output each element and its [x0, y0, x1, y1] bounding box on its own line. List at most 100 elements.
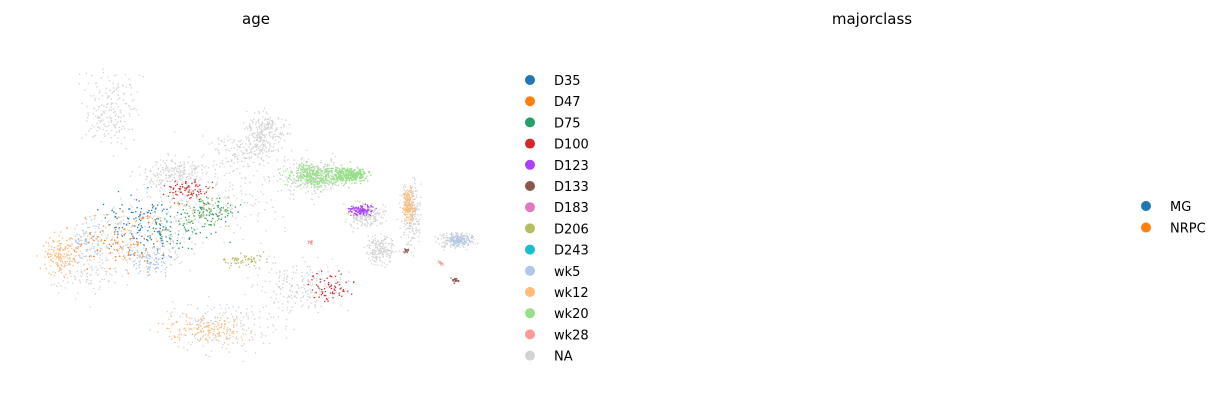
- point-d47-17: [161, 229, 164, 231]
- point-na-1104: [171, 311, 173, 313]
- point-na-1637: [181, 199, 184, 202]
- point-wk12-286: [208, 322, 210, 324]
- point-d75-110: [164, 218, 166, 220]
- point-wk5-101: [163, 262, 166, 265]
- point-d75-90: [192, 222, 194, 224]
- point-wk12-142: [60, 254, 62, 256]
- point-na-1310: [401, 195, 403, 197]
- point-na-2211: [179, 173, 181, 176]
- point-d35-65: [146, 238, 148, 241]
- point-wk12-398: [64, 256, 66, 258]
- point-d35-91: [111, 209, 113, 212]
- point-d35-106: [133, 218, 135, 220]
- point-wk12-205: [207, 324, 210, 327]
- point-na-2106: [236, 336, 238, 338]
- point-d206-63: [178, 204, 180, 206]
- point-na-776: [286, 309, 288, 311]
- point-d100-94: [191, 192, 193, 194]
- point-na-984: [212, 339, 214, 341]
- point-d35-38: [121, 235, 123, 237]
- point-na-1953: [233, 140, 235, 143]
- point-na-692: [316, 279, 318, 282]
- point-d75-71: [210, 224, 213, 226]
- point-na-1716: [317, 173, 319, 175]
- point-na-642: [339, 283, 342, 285]
- point-d47-66: [89, 233, 91, 235]
- point-d123-84: [355, 209, 357, 211]
- point-na-2152: [250, 127, 253, 129]
- point-na-2221: [283, 295, 285, 298]
- legend-label-d123: D123: [554, 159, 589, 174]
- point-wk5-241: [168, 254, 170, 257]
- point-na-2562: [159, 190, 161, 192]
- point-na-2486: [259, 152, 261, 154]
- point-na-1679: [205, 173, 207, 175]
- point-wk20-18: [296, 169, 298, 172]
- point-wk20-26: [304, 171, 306, 173]
- point-na-149: [376, 253, 378, 256]
- point-na-1511: [112, 102, 114, 105]
- point-na-2108: [302, 167, 305, 169]
- point-d206-117: [207, 197, 209, 199]
- point-wk20-68: [341, 169, 343, 171]
- point-na-117: [118, 126, 121, 128]
- point-wk5-229: [97, 242, 99, 245]
- point-d206-49: [258, 255, 261, 257]
- point-d47-43: [70, 237, 72, 239]
- point-na-792: [221, 160, 223, 162]
- point-wk12-324: [407, 217, 409, 219]
- point-d75-28: [198, 200, 201, 202]
- point-wk5-245: [463, 237, 465, 239]
- point-na-968: [302, 296, 304, 298]
- point-na-1600: [339, 278, 342, 280]
- point-na-2212: [114, 127, 116, 129]
- point-wk20-72: [363, 170, 365, 173]
- point-na-1761: [324, 285, 326, 287]
- point-wk12-449: [47, 252, 49, 254]
- point-na-497: [469, 241, 472, 244]
- point-wk5-126: [157, 263, 159, 265]
- point-na-372: [288, 312, 290, 314]
- point-wk12-5: [207, 339, 209, 341]
- point-na-400: [370, 208, 372, 210]
- point-na-821: [407, 243, 409, 245]
- point-na-2041: [258, 112, 260, 115]
- point-na-1825: [239, 141, 241, 143]
- point-na-2342: [260, 191, 262, 193]
- point-na-1192: [249, 134, 251, 136]
- point-na-771: [136, 91, 138, 93]
- point-na-1678: [314, 189, 316, 192]
- point-wk12-136: [404, 218, 406, 220]
- point-d47-68: [135, 220, 137, 222]
- point-wk20-622: [349, 161, 352, 163]
- point-na-846: [120, 112, 122, 114]
- point-wk5-181: [155, 254, 157, 256]
- point-na-1045: [174, 163, 177, 165]
- point-na-2571: [229, 185, 231, 187]
- point-wk20-507: [329, 182, 331, 184]
- point-wk12-241: [405, 209, 407, 211]
- point-wk20-692: [360, 176, 362, 178]
- point-na-1062: [477, 242, 479, 244]
- point-na-557: [68, 258, 70, 260]
- point-na-1680: [311, 168, 313, 170]
- point-na-1153: [191, 174, 193, 176]
- point-na-1974: [284, 328, 287, 330]
- point-wk12-288: [57, 248, 59, 250]
- point-d75-35: [217, 204, 220, 207]
- point-na-865: [108, 116, 110, 118]
- point-na-1134: [327, 271, 329, 273]
- legend-marker-na: [525, 350, 535, 361]
- point-wk20-60: [301, 166, 304, 169]
- point-na-20: [293, 177, 295, 179]
- point-na-1046: [461, 234, 464, 236]
- point-na-264: [261, 131, 263, 133]
- point-na-2233: [161, 223, 163, 225]
- point-na-363: [185, 314, 187, 316]
- point-na-637: [263, 125, 266, 127]
- point-wk20-459: [326, 171, 328, 173]
- point-d75-64: [199, 217, 201, 219]
- point-na-269: [154, 211, 156, 214]
- point-wk12-249: [414, 208, 416, 210]
- point-d123-50: [353, 208, 355, 210]
